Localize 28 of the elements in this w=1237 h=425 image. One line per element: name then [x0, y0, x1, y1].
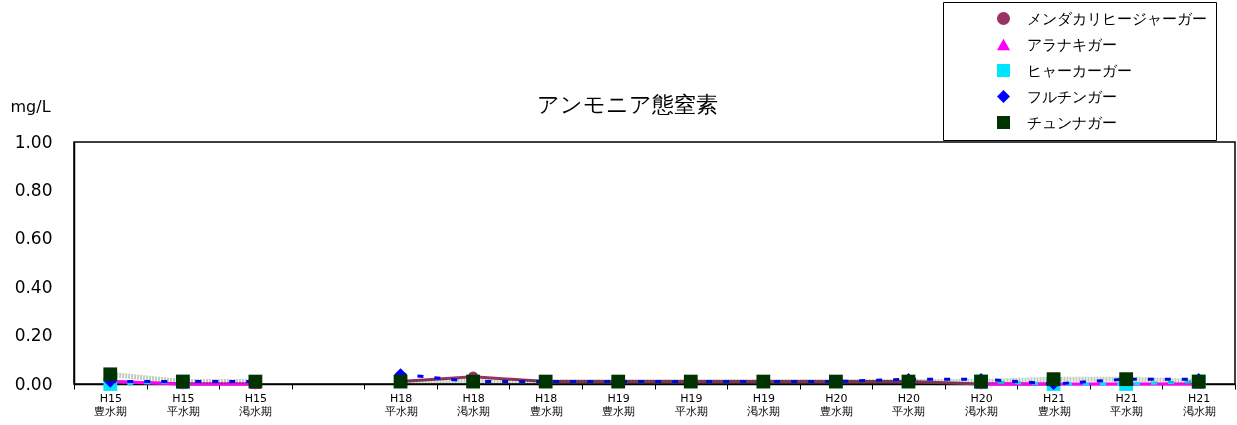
x-tick-label: H18 豊水期 [529, 391, 563, 418]
x-tick-label: H20 豊水期 [819, 391, 853, 418]
y-tick-label: 0.80 [14, 179, 53, 200]
y-tick-label: 1.00 [14, 131, 53, 152]
x-tick-label: H21 豊水期 [1037, 391, 1071, 418]
x-tick-label: H20 平水期 [892, 391, 926, 418]
y-tick-label: 0.40 [14, 276, 53, 297]
x-tick-label: H18 平水期 [384, 391, 418, 418]
y-tick-label: 0.60 [14, 228, 53, 249]
x-tick-label: H18 渇水期 [457, 391, 491, 418]
y-axis-title: mg/L [10, 96, 51, 116]
x-tick-label: H19 渇水期 [747, 391, 781, 418]
x-tick-label: H21 平水期 [1110, 391, 1144, 418]
x-tick-label: H21 渇水期 [1182, 391, 1216, 418]
x-tick-label: H15 平水期 [166, 391, 200, 418]
x-tick-label: H15 豊水期 [94, 391, 128, 418]
chart-title: アンモニア態窒素 [537, 91, 718, 117]
legend-label: チュンナガー [1027, 113, 1117, 132]
x-tick-label: H19 豊水期 [602, 391, 636, 418]
legend-label: アラナキガー [1027, 35, 1117, 54]
legend-label: フルチンガー [1027, 87, 1117, 106]
legend-label: ヒャーカーガー [1027, 61, 1132, 80]
x-tick-label: H20 渇水期 [965, 391, 999, 418]
y-tick-label: 0.20 [14, 325, 53, 346]
x-tick-label: H15 渇水期 [239, 391, 273, 418]
x-tick-label: H19 平水期 [674, 391, 708, 418]
legend-label: メンダカリヒージャーガー [1027, 9, 1207, 28]
y-tick-label: 0.00 [14, 373, 53, 394]
